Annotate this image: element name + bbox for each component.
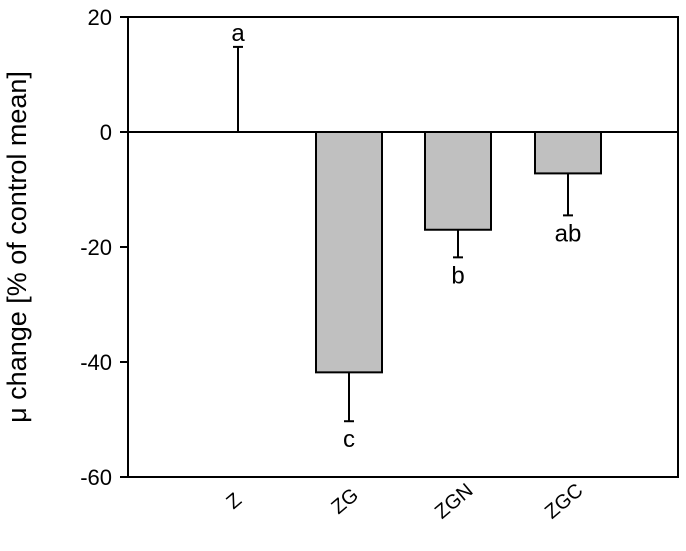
bar — [315, 131, 383, 374]
y-axis: 20 0 -20 -40 -60 — [80, 5, 128, 490]
x-tick-label: Z — [222, 489, 246, 514]
y-tick-label: -40 — [80, 350, 112, 375]
y-tick-label: 20 — [88, 5, 112, 30]
significance-label: ab — [555, 220, 582, 247]
x-tick-label: ZG — [327, 484, 362, 519]
significance-label: b — [451, 262, 464, 289]
bar — [534, 131, 602, 175]
x-axis: Z ZG ZGN ZGC — [222, 479, 587, 523]
x-tick-label: ZGC — [541, 479, 587, 523]
y-tick-label: 0 — [100, 120, 112, 145]
significance-label: a — [231, 20, 245, 47]
y-tick-label: -60 — [80, 465, 112, 490]
y-tick-label: -20 — [80, 235, 112, 260]
plot-frame — [127, 16, 679, 478]
bars: a c b ab — [231, 20, 602, 453]
significance-label: c — [343, 426, 355, 453]
x-tick-label: ZGN — [431, 479, 477, 523]
y-axis-title: μ change [% of control mean] — [2, 71, 32, 423]
bar — [424, 131, 492, 231]
